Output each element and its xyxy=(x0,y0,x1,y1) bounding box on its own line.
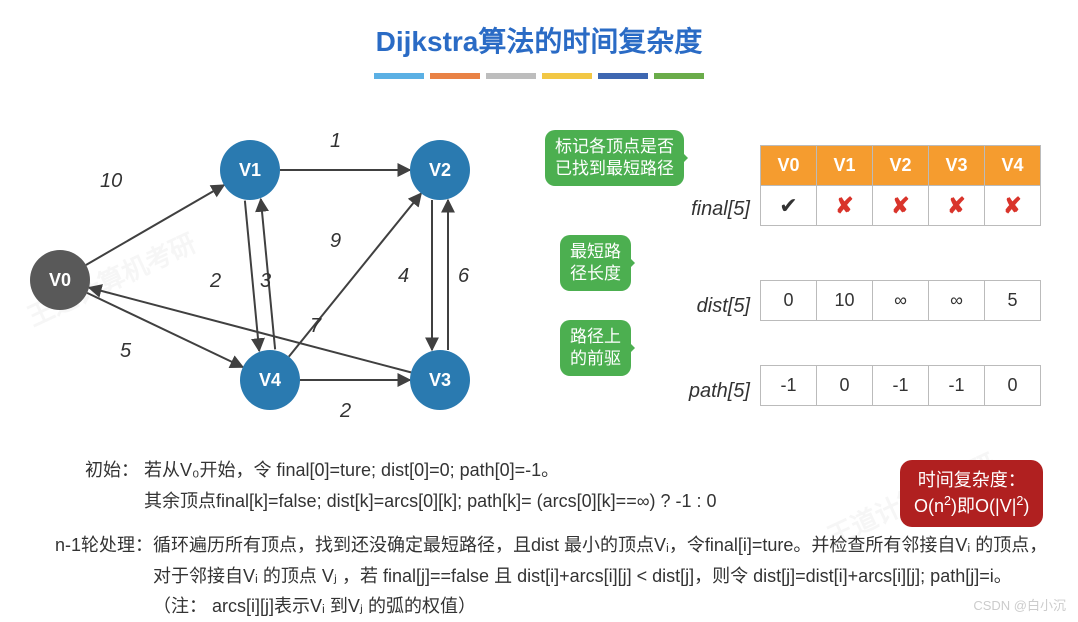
path-label: path[5] xyxy=(670,380,750,403)
edge-weight: 3 xyxy=(260,270,271,293)
attribution: CSDN @白小沉 xyxy=(973,595,1066,614)
bubble-line: 路径上 xyxy=(570,327,621,346)
graph-node-v2: V2 xyxy=(410,140,470,200)
dist-cell: ∞ xyxy=(929,281,985,321)
bubble-line: 最短路 xyxy=(570,242,621,261)
path-cell: 0 xyxy=(985,366,1041,406)
complexity-line: O(n2)即O(|V|2) xyxy=(914,496,1029,516)
edge-weight: 10 xyxy=(100,170,122,193)
path-table: -10-1-10 xyxy=(760,365,1041,406)
init-line1: 若从V₀开始，令 final[0]=ture; dist[0]=0; path[… xyxy=(144,460,559,480)
title-underline xyxy=(0,66,1078,84)
dist-cell: 5 xyxy=(985,281,1041,321)
dist-table: 010∞∞5 xyxy=(760,280,1041,321)
final-label: final[5] xyxy=(670,198,750,221)
bubble-dist: 最短路 径长度 xyxy=(560,235,631,291)
init-label: 初始： xyxy=(85,460,139,480)
dist-cell: 0 xyxy=(761,281,817,321)
table-header: V0 xyxy=(761,146,817,186)
path-cell: -1 xyxy=(929,366,985,406)
edge-weight: 1 xyxy=(330,130,341,153)
path-cell: -1 xyxy=(761,366,817,406)
edge-weight: 7 xyxy=(310,315,321,338)
loop-content: 循环遍历所有顶点，找到还没确定最短路径，且dist 最小的顶点Vᵢ，令final… xyxy=(153,530,1055,622)
final-cell: ✘ xyxy=(873,186,929,226)
bubble-path: 路径上 的前驱 xyxy=(560,320,631,376)
table-header: V3 xyxy=(929,146,985,186)
edge-weight: 4 xyxy=(398,265,409,288)
final-cell: ✔ xyxy=(761,186,817,226)
complexity-line: 时间复杂度： xyxy=(918,470,1026,490)
dist-label: dist[5] xyxy=(670,295,750,318)
table-header: V2 xyxy=(873,146,929,186)
final-cell: ✘ xyxy=(985,186,1041,226)
edge-weight: 9 xyxy=(330,230,341,253)
final-table: V0V1V2V3V4 ✔✘✘✘✘ xyxy=(760,145,1041,226)
graph-node-v1: V1 xyxy=(220,140,280,200)
table-header: V4 xyxy=(985,146,1041,186)
graph-node-v0: V0 xyxy=(30,250,90,310)
page-title: Dijkstra算法的时间复杂度 xyxy=(0,0,1078,60)
dist-cell: 10 xyxy=(817,281,873,321)
bubble-line: 的前驱 xyxy=(570,349,621,368)
loop-label: n-1轮处理： xyxy=(55,530,153,622)
edge-weight: 5 xyxy=(120,340,131,363)
path-cell: 0 xyxy=(817,366,873,406)
edge-weight: 2 xyxy=(340,400,351,423)
final-cell: ✘ xyxy=(929,186,985,226)
edge-weight: 2 xyxy=(210,270,221,293)
table-header: V1 xyxy=(817,146,873,186)
bubble-line: 径长度 xyxy=(570,264,621,283)
dist-cell: ∞ xyxy=(873,281,929,321)
loop-text: n-1轮处理： 循环遍历所有顶点，找到还没确定最短路径，且dist 最小的顶点V… xyxy=(55,530,1055,622)
bubble-line: 已找到最短路径 xyxy=(555,159,674,178)
init-text: 初始： 若从V₀开始，令 final[0]=ture; dist[0]=0; p… xyxy=(85,455,885,516)
init-line2: 其余顶点final[k]=false; dist[k]=arcs[0][k]; … xyxy=(144,491,717,511)
graph-node-v3: V3 xyxy=(410,350,470,410)
complexity-box: 时间复杂度： O(n2)即O(|V|2) xyxy=(900,460,1043,527)
bubble-final: 标记各顶点是否 已找到最短路径 xyxy=(545,130,684,186)
final-cell: ✘ xyxy=(817,186,873,226)
path-cell: -1 xyxy=(873,366,929,406)
graph-node-v4: V4 xyxy=(240,350,300,410)
edge-weight: 6 xyxy=(458,265,469,288)
bubble-line: 标记各顶点是否 xyxy=(555,137,674,156)
graph-diagram: V0 V1 V2 V3 V4 10 5 1 2 3 4 6 9 2 7 xyxy=(10,100,520,420)
